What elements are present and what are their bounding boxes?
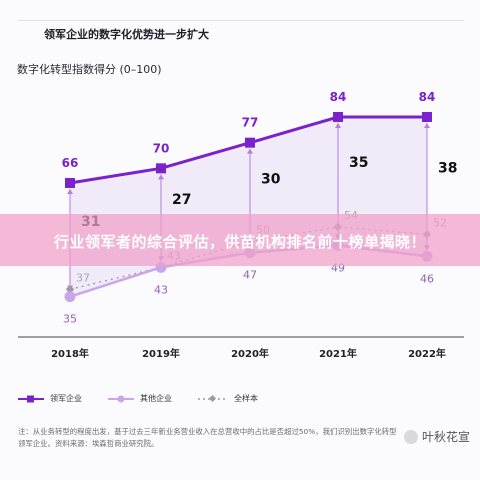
x-tick-label: 2022年 — [408, 347, 446, 360]
gap-label: 27 — [172, 192, 191, 208]
legend-swatch-leaders — [18, 395, 44, 402]
data-point-leaders — [156, 163, 166, 174]
data-label-leaders: 66 — [62, 156, 79, 170]
legend-label-others: 其他企业 — [140, 394, 172, 403]
legend-swatch-all — [198, 394, 228, 402]
data-label-leaders: 77 — [242, 116, 259, 130]
data-point-leaders — [65, 178, 75, 188]
x-tick-label: 2021年 — [319, 347, 357, 360]
gap-arrow-head-top — [424, 123, 430, 128]
x-tick-label: 2018年 — [51, 347, 89, 360]
data-point-all — [65, 285, 75, 294]
gap-arrow-head-top — [335, 123, 341, 128]
page-title: 领军企业的数字化优势进一步扩大 — [44, 28, 209, 41]
gap-arrow-head-top — [158, 174, 164, 180]
title-rule — [18, 20, 464, 21]
data-point-others — [64, 291, 76, 303]
data-label-leaders: 70 — [153, 141, 170, 155]
legend: 领军企业 其他企业 全样本 — [18, 393, 258, 404]
banner-text: 行业领军者的综合评估，供苗机构排名前十榜单揭晓！ — [53, 233, 426, 251]
legend-item-others: 其他企业 — [108, 393, 172, 404]
watermark-text: 叶秋花宣 — [421, 430, 470, 444]
chart-subtitle: 数字化转型指数得分 (0–100) — [17, 63, 162, 76]
legend-swatch-others — [108, 395, 134, 402]
x-tick-label: 2019年 — [142, 347, 180, 360]
data-point-leaders — [333, 112, 343, 122]
data-label-leaders: 84 — [330, 90, 347, 104]
gap-label: 35 — [349, 155, 368, 171]
legend-label-leaders: 领军企业 — [50, 394, 82, 403]
data-point-leaders — [245, 137, 255, 148]
legend-item-all: 全样本 — [198, 393, 258, 404]
data-label-others: 47 — [243, 269, 257, 282]
legend-item-leaders: 领军企业 — [18, 393, 82, 404]
data-label-others: 46 — [420, 272, 434, 285]
gap-label: 30 — [261, 172, 281, 188]
legend-label-all: 全样本 — [234, 394, 258, 403]
footnote: 注：从业务转型的程度出发，基于过去三年新业务营业收入在总营收中的占比是否超过50… — [18, 427, 397, 448]
watermark: 叶秋花宣 — [403, 428, 470, 445]
data-label-others: 35 — [63, 313, 77, 326]
data-point-leaders — [422, 112, 432, 122]
gap-arrow-head-top — [67, 189, 73, 194]
gap-label: 38 — [438, 161, 457, 177]
data-label-leaders: 84 — [419, 90, 436, 104]
gap-arrow-head-top — [247, 148, 253, 154]
overlay-banner: 行业领军者的综合评估，供苗机构排名前十榜单揭晓！ — [0, 214, 480, 266]
x-tick-label: 2020年 — [231, 347, 269, 360]
data-label-others: 43 — [154, 283, 168, 296]
wechat-icon — [403, 429, 418, 444]
data-label-all: 37 — [76, 271, 90, 284]
